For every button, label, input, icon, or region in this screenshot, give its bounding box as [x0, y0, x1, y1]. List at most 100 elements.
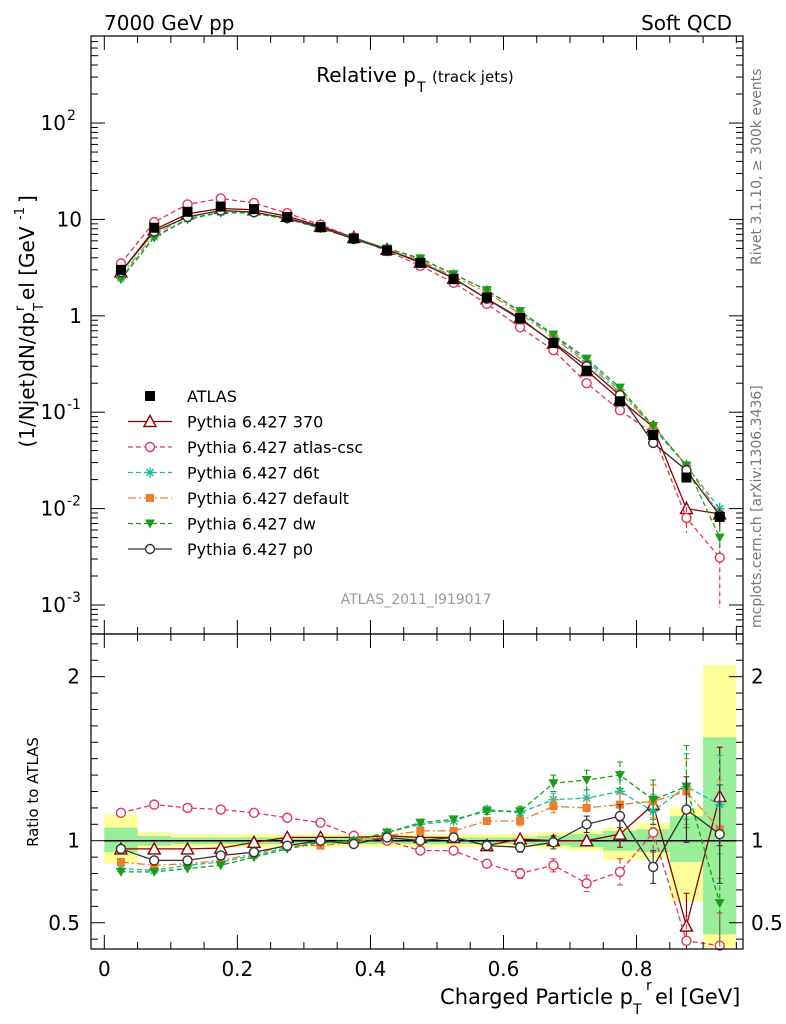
main-ylabel-sup2: -1 — [13, 207, 28, 220]
main-y-tick-exp: -2 — [67, 494, 81, 510]
ratio-series-5 — [115, 776, 725, 884]
main-point — [581, 354, 592, 364]
xlabel: Charged Particle p T r el [GeV] — [440, 978, 740, 1018]
ratio-point — [147, 841, 162, 855]
ratio-point — [614, 771, 625, 781]
ratio-point — [614, 810, 626, 822]
ratio-point — [348, 838, 359, 850]
atlas-point — [315, 222, 326, 233]
ratio-point — [581, 878, 592, 889]
ratio-point — [215, 850, 226, 861]
ratio-point — [182, 864, 193, 874]
ratio-point — [182, 802, 193, 814]
legend-label: Pythia 6.427 p0 — [187, 540, 313, 559]
main-point — [714, 552, 725, 563]
ratio-point — [548, 860, 559, 871]
ratio-point — [581, 776, 592, 786]
main-point — [681, 512, 692, 524]
main-point — [115, 275, 126, 285]
ratio-point — [648, 795, 659, 805]
ratio-point — [514, 868, 526, 879]
ratio-point — [549, 802, 558, 811]
legend-marker — [142, 414, 158, 428]
main-point — [548, 330, 559, 340]
main-point — [515, 307, 526, 317]
ratio-point — [481, 807, 492, 817]
ratio-point — [115, 843, 127, 855]
atlas-point — [448, 274, 459, 285]
legend-marker — [144, 441, 156, 453]
atlas-point — [614, 396, 625, 407]
ratio-point — [647, 861, 659, 873]
ratio-point — [515, 807, 526, 817]
ratio-point — [415, 835, 426, 846]
xlabel-text: Charged Particle p — [440, 985, 633, 1009]
main-point — [581, 377, 592, 389]
ratio-x-tick-label: 0.2 — [221, 957, 253, 981]
main-point — [614, 383, 625, 393]
analysis-watermark: ATLAS_2011_I919017 — [341, 592, 492, 608]
main-series-atlas — [115, 201, 725, 522]
legend-marker — [145, 519, 155, 529]
legend-item-2: Pythia 6.427 d6t — [128, 464, 319, 483]
ratio-point — [149, 867, 160, 877]
ratio-point — [415, 818, 426, 828]
header-energy: 7000 GeV pp — [104, 11, 235, 35]
ratio-point — [149, 855, 160, 866]
ratio-point — [415, 845, 426, 856]
main-point — [614, 404, 626, 416]
ratio-y-tick-label: 0.5 — [48, 911, 80, 935]
main-y-tick-base: 10 — [41, 400, 66, 424]
main-y-tick-base: 10 — [41, 111, 66, 135]
ratio-point — [482, 817, 491, 826]
main-y-tick-label: 10 -1 — [41, 397, 81, 424]
main-y-tick-exp: -1 — [67, 397, 81, 413]
ratio-x-tick-label: 0 — [98, 957, 111, 981]
ratio-point — [514, 842, 526, 853]
legend-marker — [144, 543, 156, 555]
mcplots-reference-label: mcplots.cern.ch [arXiv:1306.3436] — [749, 385, 765, 628]
atlas-point — [115, 264, 126, 275]
ratio-x-tick-label: 0.8 — [621, 957, 653, 981]
ratio-x-tick-label: 0.6 — [488, 957, 520, 981]
ratio-point — [248, 807, 260, 819]
xlabel-sup: r — [646, 978, 652, 994]
main-y-tick-base: 10 — [57, 207, 82, 231]
main-y-tick-base: 10 — [41, 593, 66, 617]
ratio-point — [612, 826, 628, 840]
legend-item-1: Pythia 6.427 atlas-csc — [128, 438, 363, 457]
ratio-point — [714, 828, 725, 840]
legend-label: Pythia 6.427 d6t — [187, 464, 319, 483]
ratio-point — [582, 803, 591, 812]
ratio-point — [315, 835, 326, 846]
ratio-point — [681, 935, 692, 946]
ratio-point — [614, 866, 626, 878]
ratio-y-tick-label: 2 — [67, 665, 80, 689]
main-y-tick-base: 1 — [69, 304, 82, 328]
main-y-tick-label: 1 — [69, 304, 82, 328]
ratio-y-tick-label-right: 2 — [751, 665, 764, 689]
main-y-tick-base: 10 — [41, 497, 66, 521]
ratio-point — [548, 779, 559, 789]
atlas-point — [149, 222, 160, 233]
ratio-point — [481, 840, 493, 851]
main-y-tick-exp: -3 — [67, 590, 81, 606]
main-ylabel-sub: T — [32, 303, 47, 312]
atlas-point — [282, 211, 293, 222]
ratio-point — [180, 841, 195, 855]
atlas-point — [382, 245, 393, 256]
main-point — [481, 286, 492, 296]
main-point — [714, 533, 725, 543]
atlas-point — [515, 312, 526, 323]
ratio-point — [248, 847, 260, 858]
legend-item-atlas: ATLAS — [145, 387, 237, 406]
ratio-point — [115, 867, 126, 877]
ratio-plot-area — [104, 665, 737, 951]
atlas-point — [182, 206, 193, 217]
ratio-y-tick-label: 1 — [67, 829, 80, 853]
legend-item-0: Pythia 6.427 370 — [128, 413, 323, 432]
ratio-y-ticks: 0.5 0.5 1 1 2 2 — [48, 643, 783, 940]
ratio-x-tick-label: 0.4 — [355, 957, 387, 981]
